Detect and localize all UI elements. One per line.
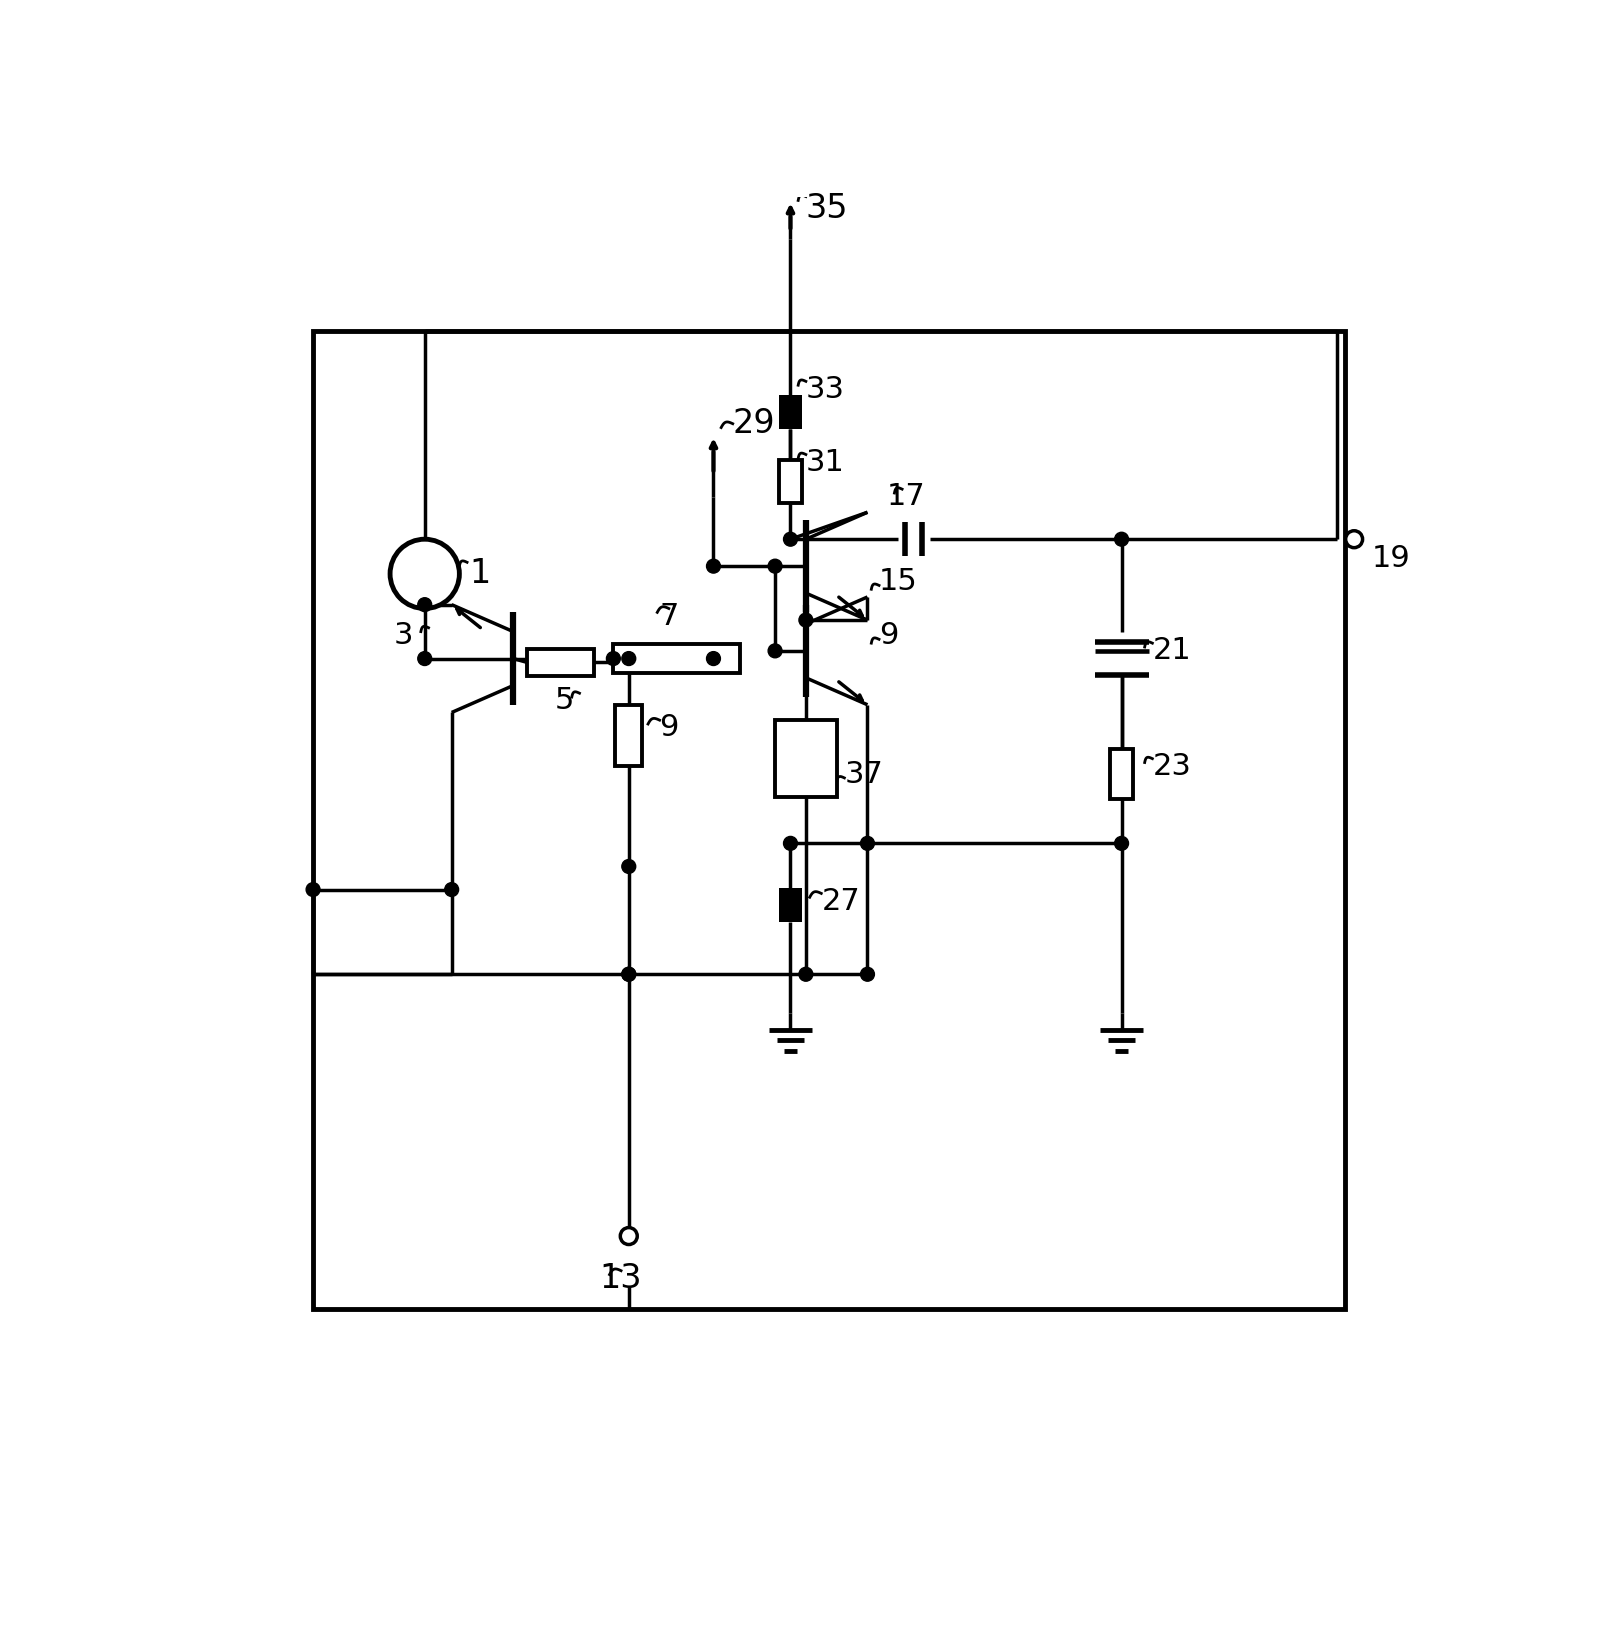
Text: 13: 13 — [601, 1261, 642, 1296]
Circle shape — [784, 532, 797, 545]
Text: 35: 35 — [807, 192, 848, 224]
Circle shape — [1114, 837, 1129, 850]
Circle shape — [707, 652, 720, 665]
Circle shape — [799, 613, 813, 627]
Circle shape — [1114, 532, 1129, 545]
Text: 1: 1 — [470, 557, 491, 590]
Bar — [1109, 749, 1133, 799]
Circle shape — [707, 559, 720, 573]
Text: 9: 9 — [660, 714, 679, 742]
Text: 21: 21 — [1153, 636, 1191, 665]
Circle shape — [799, 968, 813, 981]
Circle shape — [620, 1227, 638, 1245]
Circle shape — [784, 837, 797, 850]
Circle shape — [621, 652, 636, 665]
Text: 19: 19 — [1372, 544, 1410, 573]
Circle shape — [621, 860, 636, 873]
Circle shape — [768, 559, 782, 573]
Circle shape — [444, 883, 459, 896]
Bar — [779, 888, 802, 922]
Text: 5: 5 — [554, 686, 573, 716]
Bar — [526, 649, 594, 676]
Circle shape — [1346, 531, 1362, 547]
Bar — [615, 704, 642, 767]
Text: 3: 3 — [394, 621, 414, 650]
Text: 17: 17 — [887, 482, 926, 511]
Text: 15: 15 — [879, 567, 918, 596]
Bar — [774, 721, 837, 798]
Bar — [312, 331, 1344, 1309]
Circle shape — [621, 968, 636, 981]
Circle shape — [390, 539, 459, 608]
Circle shape — [306, 883, 320, 896]
Text: 29: 29 — [733, 408, 776, 441]
Text: 37: 37 — [844, 760, 884, 788]
Text: 9: 9 — [879, 621, 898, 650]
Circle shape — [607, 652, 620, 665]
Text: 33: 33 — [807, 375, 845, 403]
Text: 23: 23 — [1153, 752, 1191, 781]
Bar — [613, 644, 741, 673]
Bar — [779, 460, 802, 503]
Text: 27: 27 — [821, 886, 860, 916]
Circle shape — [860, 837, 874, 850]
Circle shape — [860, 968, 874, 981]
Circle shape — [621, 968, 636, 981]
Circle shape — [417, 598, 431, 611]
Text: 31: 31 — [807, 447, 845, 477]
Text: 7: 7 — [658, 601, 678, 631]
Bar — [779, 395, 802, 429]
Circle shape — [417, 652, 431, 665]
Circle shape — [768, 644, 782, 658]
